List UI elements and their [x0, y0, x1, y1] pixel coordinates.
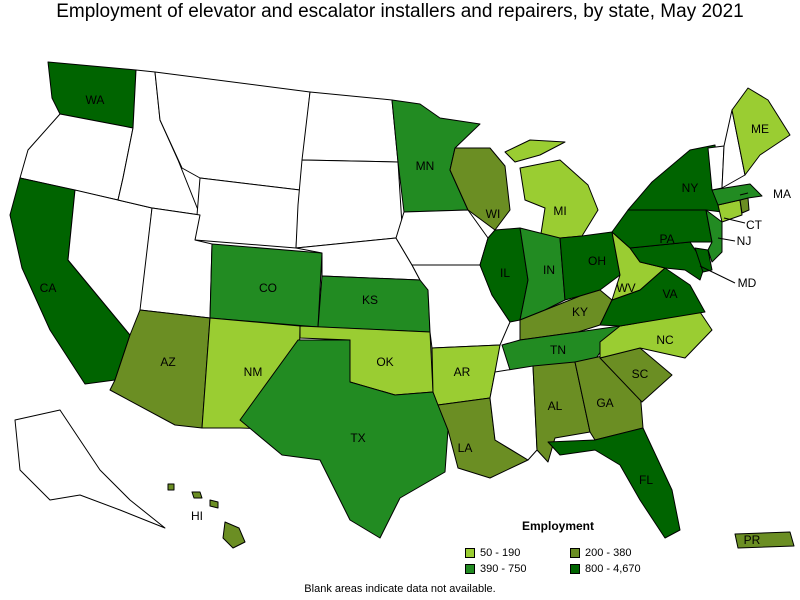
- state-label-la: LA: [458, 441, 473, 455]
- md-leader-line: [699, 265, 736, 284]
- legend-swatch: [465, 564, 475, 574]
- state-fl: [547, 427, 681, 539]
- legend-item-800-4670: 800 - 4,670: [570, 563, 641, 575]
- state-label-pa: PA: [659, 232, 674, 246]
- legend-label: 800 - 4,670: [585, 563, 641, 575]
- legend-title: Employment: [522, 519, 595, 533]
- state-label-in: IN: [543, 263, 555, 277]
- state-mi: [504, 139, 599, 241]
- state-de: [694, 247, 713, 273]
- state-label-mn: MN: [416, 159, 435, 173]
- state-label-ma: MA: [773, 187, 791, 201]
- state-oh: [559, 231, 621, 301]
- state-me: [731, 87, 791, 176]
- ct-leader-line: [723, 217, 746, 224]
- state-ny: [627, 144, 723, 213]
- state-label-nj: NJ: [737, 234, 752, 248]
- state-ri: [739, 197, 750, 214]
- state-label-tn: TN: [550, 343, 566, 357]
- legend-swatch: [465, 548, 475, 558]
- state-label-hi: HI: [191, 509, 203, 523]
- state-label-mi: MI: [553, 204, 566, 218]
- state-nd: [301, 91, 399, 163]
- state-label-ks: KS: [362, 293, 378, 307]
- state-label-wi: WI: [486, 207, 501, 221]
- state-label-ok: OK: [376, 355, 393, 369]
- state-ak: [14, 409, 166, 529]
- state-pr: [734, 531, 795, 549]
- legend-label: 200 - 380: [585, 547, 632, 559]
- state-label-va: VA: [662, 287, 677, 301]
- state-label-nm: NM: [244, 365, 263, 379]
- state-label-ca: CA: [40, 281, 57, 295]
- footnote: Blank areas indicate data not available.: [304, 583, 496, 595]
- state-label-nc: NC: [656, 333, 674, 347]
- state-sd: [295, 159, 403, 249]
- state-label-il: IL: [500, 266, 510, 280]
- state-label-ny: NY: [682, 181, 699, 195]
- legend-item-200-380: 200 - 380: [570, 547, 631, 559]
- state-wi: [449, 147, 511, 231]
- legend-swatch: [570, 548, 580, 558]
- state-label-me: ME: [751, 122, 769, 136]
- state-md: [629, 241, 706, 281]
- state-tx: [239, 339, 449, 539]
- nj-leader-line: [717, 237, 736, 242]
- state-label-ar: AR: [454, 365, 471, 379]
- legend-label: 50 - 190: [480, 547, 521, 559]
- state-ma: [711, 183, 763, 206]
- state-label-md: MD: [738, 276, 757, 290]
- legend-swatch: [570, 564, 580, 574]
- state-label-oh: OH: [588, 254, 606, 268]
- state-hi: [167, 483, 246, 549]
- state-label-co: CO: [259, 281, 277, 295]
- state-label-az: AZ: [160, 355, 175, 369]
- state-label-wa: WA: [86, 93, 105, 107]
- state-label-ct: CT: [746, 218, 763, 232]
- state-label-fl: FL: [639, 473, 653, 487]
- state-wy: [194, 177, 301, 249]
- state-label-pr: PR: [744, 533, 761, 547]
- state-label-tx: TX: [350, 431, 365, 445]
- state-label-ky: KY: [572, 305, 588, 319]
- ma-leader-line: [739, 192, 749, 196]
- legend-label: 390 - 750: [480, 563, 527, 575]
- state-ia: [395, 209, 489, 266]
- legend-item-390-750: 390 - 750: [465, 563, 526, 575]
- state-label-sc: SC: [632, 367, 649, 381]
- legend-item-50-190: 50 - 190: [465, 547, 520, 559]
- state-label-ga: GA: [596, 396, 613, 410]
- state-label-al: AL: [548, 399, 563, 413]
- state-label-wv: WV: [616, 281, 635, 295]
- map-title: Employment of elevator and escalator ins…: [56, 1, 744, 22]
